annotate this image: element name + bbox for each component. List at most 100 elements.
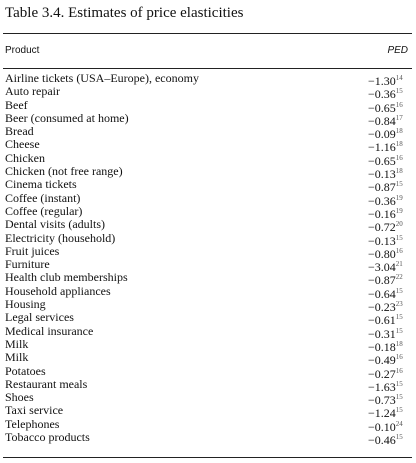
- elasticity-cell: −0.8722: [368, 271, 403, 289]
- reference-marker: 15: [395, 393, 403, 402]
- reference-marker: 15: [395, 406, 403, 415]
- reference-marker: 16: [395, 246, 403, 255]
- elasticity-cell: −1.6315: [368, 378, 403, 396]
- elasticity-value: −0.72: [368, 220, 396, 235]
- elasticity-cell: −0.3115: [368, 325, 403, 343]
- table-row: Household appliances −0.6415: [0, 284, 416, 300]
- reference-marker: 21: [395, 260, 403, 269]
- table-row: Medical insurance −0.3115: [0, 323, 416, 340]
- reference-marker: 16: [395, 366, 403, 375]
- column-header-product: Product: [5, 45, 40, 56]
- table-row: Restaurant meals −1.6315: [0, 376, 416, 393]
- product-name: Milk: [5, 350, 29, 365]
- elasticity-value: −0.31: [368, 326, 396, 341]
- table-row: Milk −0.4916: [0, 350, 416, 367]
- table-row: Cheese −1.1618: [0, 137, 416, 154]
- elasticity-value: −1.63: [368, 379, 396, 394]
- reference-marker: 15: [395, 87, 403, 96]
- reference-marker: 16: [395, 153, 403, 162]
- table-row: Chicken (not free range) −0.1318: [0, 165, 416, 181]
- elasticity-cell: −0.7220: [368, 218, 403, 236]
- reference-marker: 18: [395, 127, 403, 136]
- top-rule: [3, 33, 412, 34]
- elasticity-cell: −1.1618: [368, 138, 403, 156]
- table-row: Potatoes −0.2716: [0, 364, 416, 380]
- elasticity-value: −0.80: [368, 246, 396, 261]
- product-name: Beer (consumed at home): [5, 110, 129, 125]
- elasticity-value: −0.65: [368, 100, 396, 115]
- product-name: Chicken: [5, 150, 45, 165]
- elasticity-value: −0.65: [368, 153, 396, 168]
- elasticity-cell: −0.6516: [368, 152, 403, 170]
- table-row: Electricity (household) −0.1315: [0, 230, 416, 247]
- elasticity-value: −3.04: [368, 260, 396, 275]
- elasticity-cell: −0.6415: [368, 285, 403, 303]
- elasticity-value: −0.87: [368, 180, 396, 195]
- product-name: Restaurant meals: [5, 376, 88, 391]
- table-row: Legal services −0.6115: [0, 311, 416, 328]
- reference-marker: 23: [395, 300, 403, 309]
- reference-marker: 16: [395, 100, 403, 109]
- reference-marker: 15: [395, 286, 403, 295]
- table-row: Chicken −0.6516: [0, 150, 416, 167]
- elasticity-cell: −0.2323: [368, 298, 403, 316]
- elasticity-value: −0.84: [368, 113, 396, 128]
- elasticity-cell: −0.8016: [368, 245, 403, 263]
- product-name: Health club memberships: [5, 270, 128, 285]
- product-name: Housing: [5, 297, 46, 312]
- product-name: Electricity (household): [5, 230, 116, 245]
- reference-marker: 17: [395, 113, 403, 122]
- elasticity-cell: −0.8417: [368, 112, 403, 130]
- product-name: Cheese: [5, 137, 40, 152]
- reference-marker: 14: [395, 74, 403, 82]
- elasticity-value: −0.36: [368, 193, 396, 208]
- reference-marker: 16: [395, 353, 403, 362]
- reference-marker: 15: [395, 233, 403, 242]
- product-name: Auto repair: [5, 84, 60, 99]
- table-row: Coffee (instant) −0.3619: [0, 190, 416, 207]
- table-row: Furniture −3.0421: [0, 257, 416, 274]
- product-name: Cinema tickets: [5, 177, 77, 192]
- elasticity-value: −0.36: [368, 87, 396, 102]
- reference-marker: 22: [395, 273, 403, 282]
- table-title: Table 3.4. Estimates of price elasticiti…: [5, 5, 244, 21]
- elasticity-value: −0.61: [368, 313, 396, 328]
- elasticity-value: −0.16: [368, 206, 396, 221]
- reference-marker: 15: [395, 313, 403, 322]
- elasticity-cell: −0.4916: [368, 351, 403, 369]
- elasticity-cell: −0.3615: [368, 85, 403, 103]
- table-body: Airline tickets (USA–Europe), economy −1.…: [0, 72, 416, 448]
- table-row: Cinema tickets −0.8715: [0, 177, 416, 194]
- elasticity-value: −0.87: [368, 273, 396, 288]
- elasticity-cell: −0.8715: [368, 178, 403, 196]
- table-row: Bread −0.0918: [0, 125, 416, 141]
- product-name: Coffee (regular): [5, 203, 83, 218]
- table-row: Shoes −0.7315: [0, 391, 416, 407]
- elasticity-cell: −0.6516: [368, 99, 403, 117]
- elasticity-value: −0.49: [368, 353, 396, 368]
- elasticity-value: −0.46: [368, 433, 396, 448]
- elasticity-cell: −0.1315: [368, 232, 403, 250]
- bottom-rule: [3, 457, 412, 458]
- elasticity-cell: −0.1818: [368, 338, 403, 356]
- reference-marker: 18: [395, 167, 403, 176]
- elasticity-cell: −0.1318: [368, 165, 403, 183]
- table-row: Fruit juices −0.8016: [0, 243, 416, 260]
- reference-marker: 20: [395, 220, 403, 229]
- elasticity-cell: −1.3014: [368, 72, 403, 90]
- table-row: Coffee (regular) −0.1619: [0, 203, 416, 221]
- table-row: Housing −0.2323: [0, 297, 416, 314]
- elasticity-value: −0.73: [368, 393, 396, 408]
- table-row: Milk −0.1818: [0, 337, 416, 353]
- table-row: Tobacco products −0.4615: [0, 431, 416, 448]
- reference-marker: 15: [395, 180, 403, 189]
- elasticity-cell: −3.0421: [368, 258, 403, 276]
- table-row: Airline tickets (USA–Europe), economy −1.…: [0, 72, 416, 88]
- product-name: Medical insurance: [5, 323, 94, 338]
- elasticity-cell: −0.3619: [368, 192, 403, 210]
- product-name: Fruit juices: [5, 243, 60, 258]
- product-name: Coffee (instant): [5, 190, 81, 205]
- column-header-ped: PED: [387, 45, 408, 56]
- elasticity-cell: −0.7315: [368, 391, 403, 409]
- product-name: Furniture: [5, 257, 50, 272]
